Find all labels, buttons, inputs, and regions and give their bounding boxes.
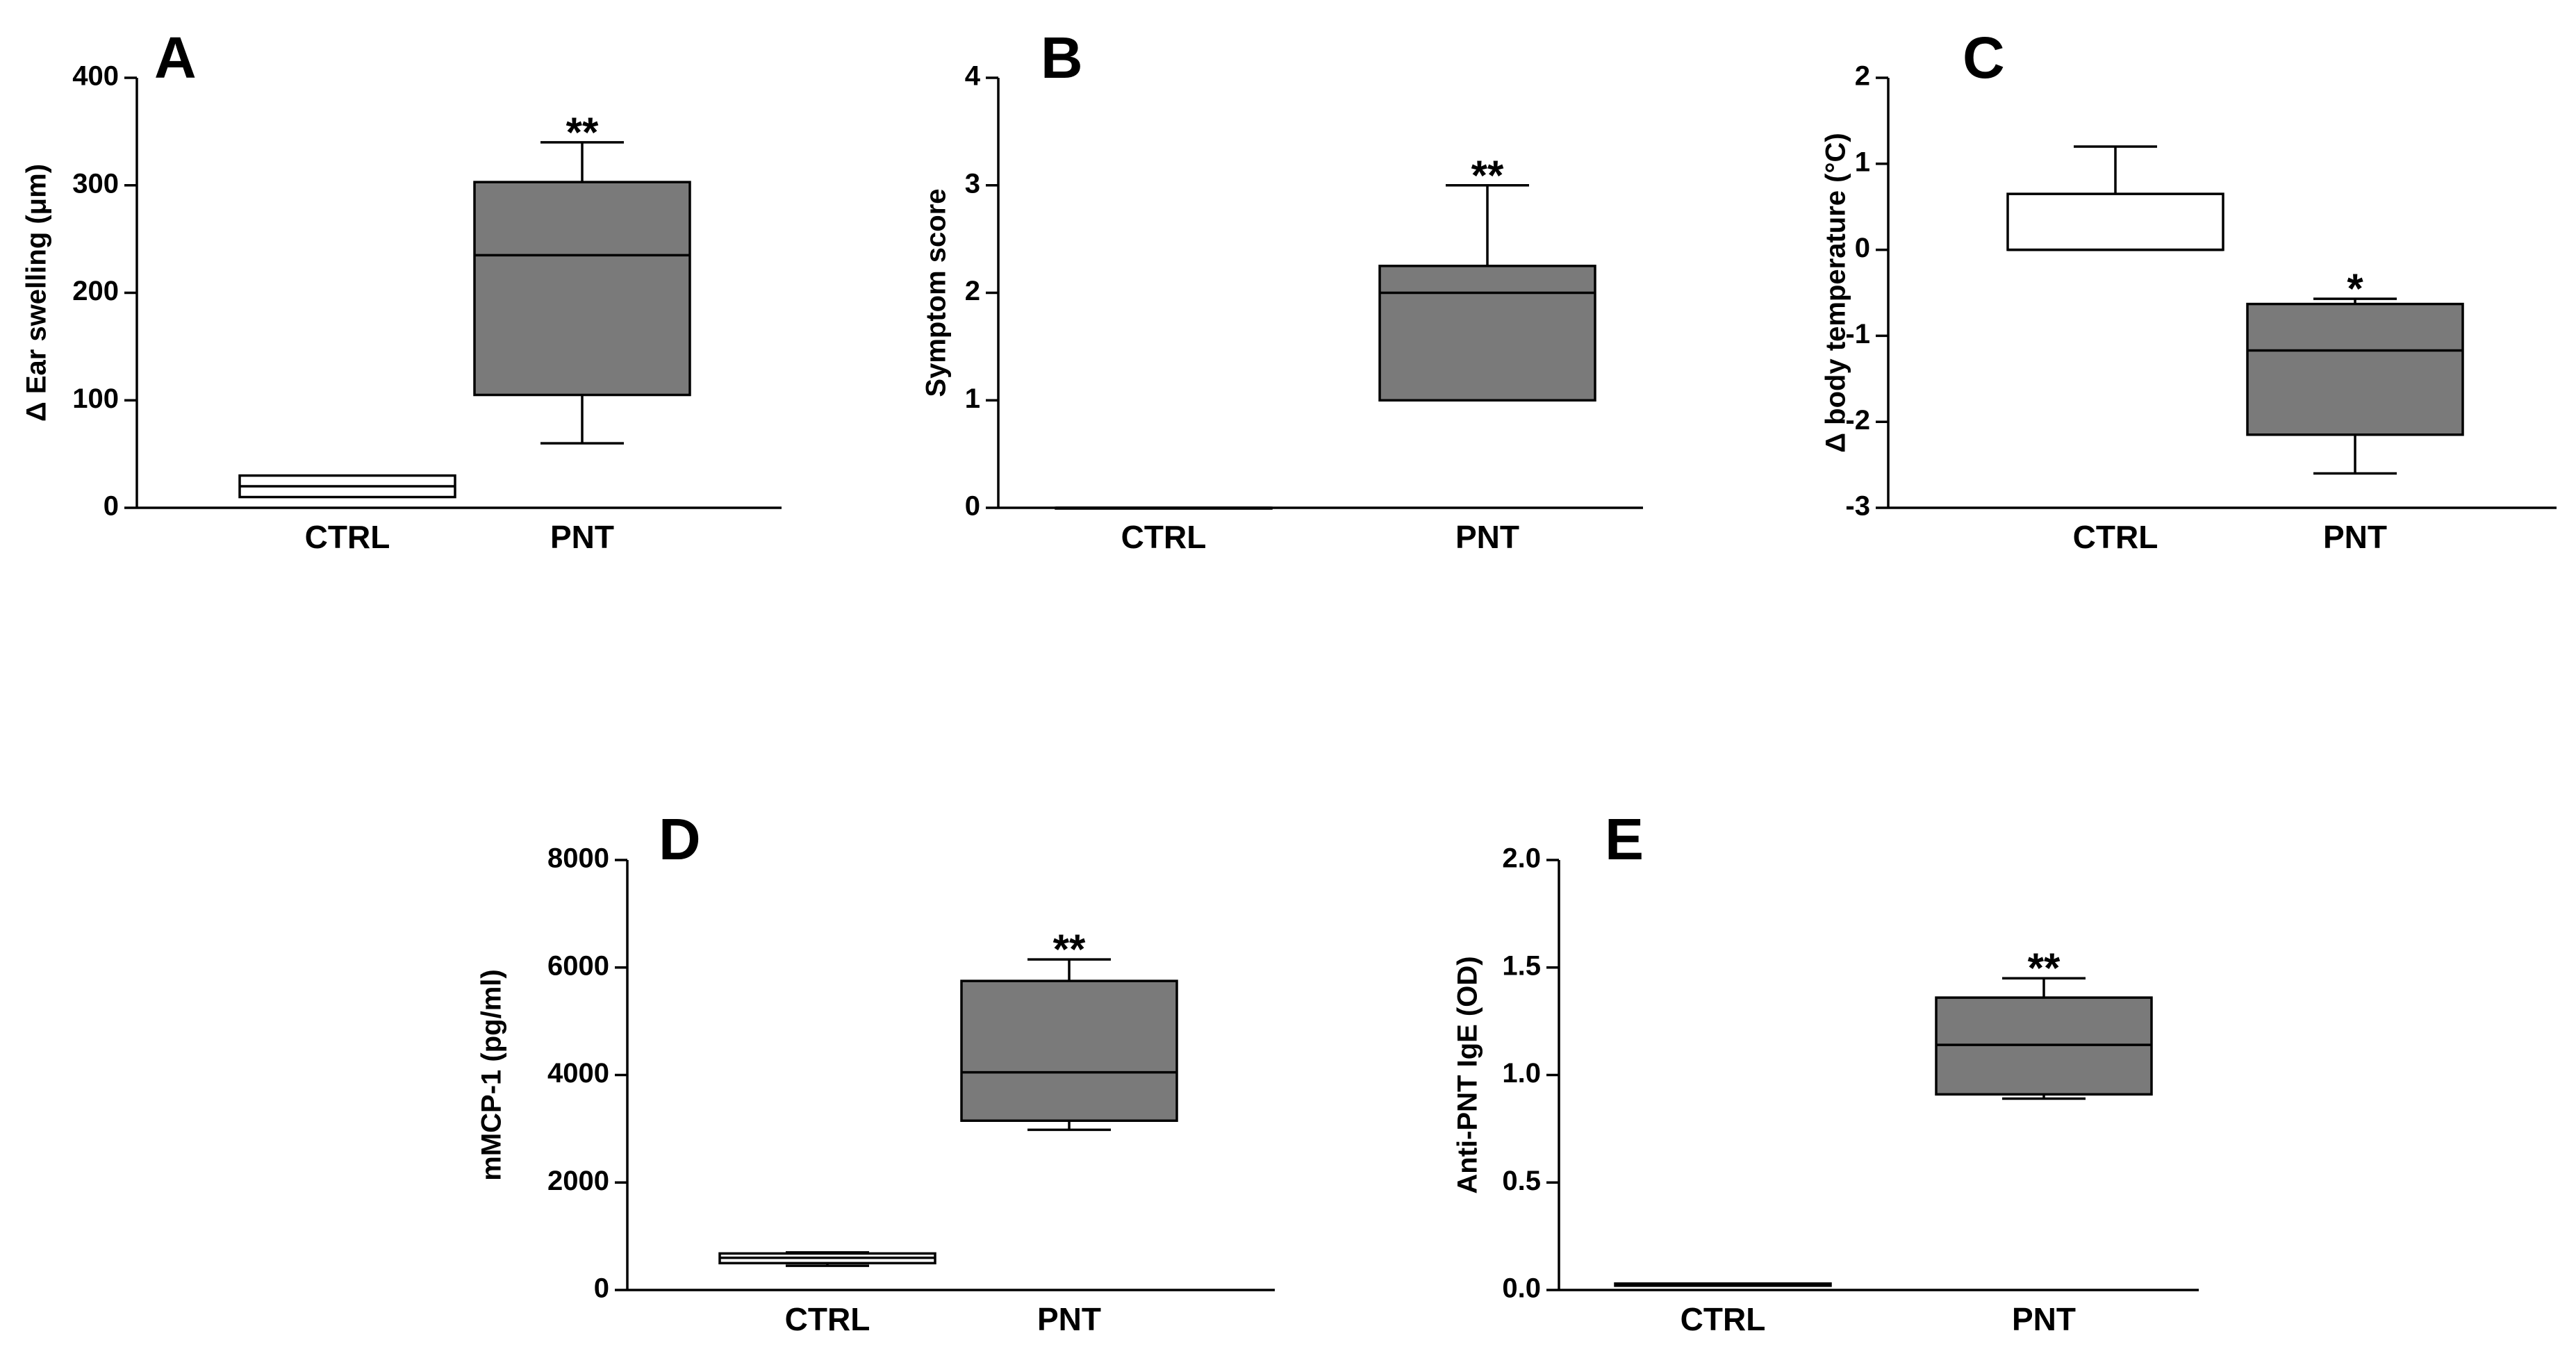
y-tick-label: 0 (594, 1273, 609, 1304)
y-tick-label: 3 (965, 168, 980, 199)
significance-marker: * (2347, 265, 2363, 312)
y-tick-label: -2 (1845, 405, 1870, 436)
y-tick-label: 0 (104, 491, 119, 522)
box-ctrl (718, 1251, 936, 1267)
box-rect (2006, 192, 2224, 251)
box-pnt: * (2246, 265, 2464, 475)
x-category-label: PNT (2323, 519, 2387, 555)
y-tick-label: 0 (1855, 233, 1870, 263)
box-rect (1378, 265, 1596, 402)
y-tick-label: 400 (72, 61, 119, 92)
x-category-label: CTRL (305, 519, 390, 555)
y-tick-label: 200 (72, 276, 119, 306)
y-tick-label: 8000 (547, 843, 609, 874)
y-axis-title: Symptom score (921, 188, 952, 397)
y-tick-label: 6000 (547, 950, 609, 981)
y-tick-label: 0 (965, 491, 980, 522)
chart-panel-b: B 0 1 2 3 4 Symptom score CTRL ** PNT (921, 25, 1643, 555)
chart-panel-a: A 0 100 200 300 400 Δ Ear swelling (μm) CTRL ** P… (22, 25, 782, 555)
x-category-label: CTRL (785, 1301, 870, 1337)
y-tick-label: 2 (965, 276, 980, 306)
x-category-label: PNT (550, 519, 614, 555)
y-tick-label: -1 (1845, 319, 1870, 349)
panel-letter: C (1963, 25, 2005, 90)
panel-letter: A (154, 25, 197, 90)
y-tick-label: 0.5 (1502, 1166, 1541, 1196)
y-tick-label: 4000 (547, 1058, 609, 1089)
y-tick-label: 2000 (547, 1166, 609, 1196)
chart-panel-c: C -3 -2 -1 0 1 2 Δ body temperature (°C) CTRL * PN… (1821, 25, 2557, 555)
y-tick-label: 1.5 (1502, 950, 1541, 981)
significance-marker: ** (2028, 945, 2061, 991)
significance-marker: ** (566, 109, 599, 156)
box-pnt: ** (1935, 945, 2153, 1100)
y-axis-title: mMCP-1 (pg/ml) (477, 969, 507, 1180)
x-category-label: CTRL (2073, 519, 2158, 555)
box-ctrl (1614, 1282, 1832, 1287)
box-pnt: ** (473, 109, 691, 445)
y-tick-label: 1 (965, 383, 980, 414)
y-tick-label: 2 (1855, 61, 1870, 92)
x-category-label: PNT (1037, 1301, 1101, 1337)
box-pnt: ** (960, 926, 1178, 1132)
box-pnt: ** (1378, 152, 1596, 402)
y-axis-title: Δ body temperature (°C) (1821, 133, 1851, 452)
y-tick-label: 1.0 (1502, 1058, 1541, 1089)
x-category-label: PNT (2012, 1301, 2076, 1337)
chart-panel-e: E 0.0 0.5 1.0 1.5 2.0 Anti-PNT IgE (OD) CTRL ** P… (1453, 807, 2199, 1337)
box-ctrl (2006, 145, 2224, 251)
box-rect (2246, 302, 2464, 436)
significance-marker: ** (1053, 926, 1086, 973)
box-ctrl (238, 474, 456, 499)
x-category-label: PNT (1455, 519, 1519, 555)
y-tick-label: 300 (72, 168, 119, 199)
y-tick-label: 4 (965, 61, 981, 92)
panel-letter: E (1605, 807, 1644, 872)
y-tick-label: 2.0 (1502, 843, 1541, 874)
y-tick-label: 1 (1855, 147, 1870, 177)
x-category-label: CTRL (1681, 1301, 1766, 1337)
panel-letter: B (1041, 25, 1083, 90)
y-tick-label: 100 (72, 383, 119, 414)
y-axis-title: Anti-PNT IgE (OD) (1453, 956, 1483, 1193)
box-rect (473, 181, 691, 397)
y-axis-title: Δ Ear swelling (μm) (22, 164, 52, 422)
y-tick-label: -3 (1845, 491, 1870, 522)
x-category-label: CTRL (1121, 519, 1207, 555)
significance-marker: ** (1471, 152, 1504, 199)
chart-panel-d: D 0 2000 4000 6000 8000 mMCP-1 (pg/ml) CTRL ** PN… (477, 807, 1275, 1337)
y-tick-label: 0.0 (1502, 1273, 1541, 1304)
panel-letter: D (659, 807, 701, 872)
box-rect (960, 979, 1178, 1123)
